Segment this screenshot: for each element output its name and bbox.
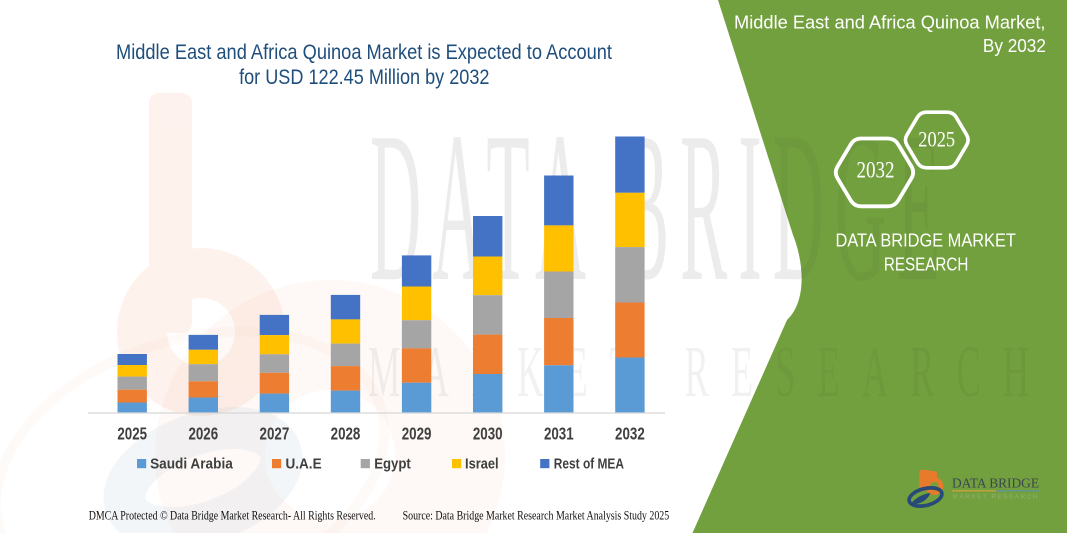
svg-text:2029: 2029 bbox=[402, 424, 432, 444]
svg-text:Rest of MEA: Rest of MEA bbox=[554, 456, 624, 473]
svg-text:Source: Data Bridge Market Res: Source: Data Bridge Market Research Mark… bbox=[403, 508, 670, 522]
svg-text:Israel: Israel bbox=[465, 456, 499, 473]
svg-text:2025: 2025 bbox=[918, 127, 955, 152]
svg-text:U.A.E: U.A.E bbox=[286, 456, 322, 473]
svg-text:Saudi Arabia: Saudi Arabia bbox=[150, 456, 233, 473]
svg-text:DATA BRIDGE MARKET: DATA BRIDGE MARKET bbox=[836, 230, 1016, 251]
svg-text:2025: 2025 bbox=[117, 424, 147, 444]
svg-text:for USD 122.45 Million by 2032: for USD 122.45 Million by 2032 bbox=[239, 65, 489, 89]
svg-text:Egypt: Egypt bbox=[374, 456, 411, 473]
svg-text:2032: 2032 bbox=[857, 157, 895, 182]
svg-text:2028: 2028 bbox=[331, 424, 361, 444]
svg-text:DMCA Protected © Data Bridge M: DMCA Protected © Data Bridge Market Rese… bbox=[89, 508, 376, 522]
svg-text:2030: 2030 bbox=[473, 424, 503, 444]
svg-text:2026: 2026 bbox=[188, 424, 218, 444]
svg-text:MARKET RESEARCH: MARKET RESEARCH bbox=[953, 493, 1038, 500]
svg-text:2031: 2031 bbox=[544, 424, 574, 444]
svg-text:RESEARCH: RESEARCH bbox=[884, 254, 969, 275]
svg-text:2032: 2032 bbox=[615, 424, 645, 444]
svg-text:Middle East and Africa Quinoa: Middle East and Africa Quinoa Market, bbox=[734, 13, 1046, 33]
svg-text:By 2032: By 2032 bbox=[983, 36, 1046, 56]
svg-text:Middle East and Africa Quinoa: Middle East and Africa Quinoa Market is … bbox=[116, 40, 612, 64]
svg-text:DATA BRIDGE: DATA BRIDGE bbox=[952, 477, 1039, 492]
svg-text:2027: 2027 bbox=[260, 424, 290, 444]
